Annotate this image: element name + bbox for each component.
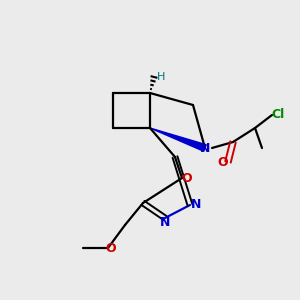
Text: O: O (182, 172, 192, 184)
Text: N: N (200, 142, 210, 154)
Text: Cl: Cl (272, 109, 285, 122)
Text: O: O (106, 242, 116, 254)
Text: H: H (157, 72, 165, 82)
Polygon shape (150, 128, 206, 151)
Text: N: N (191, 199, 201, 212)
Text: O: O (218, 155, 228, 169)
Text: N: N (160, 217, 170, 230)
